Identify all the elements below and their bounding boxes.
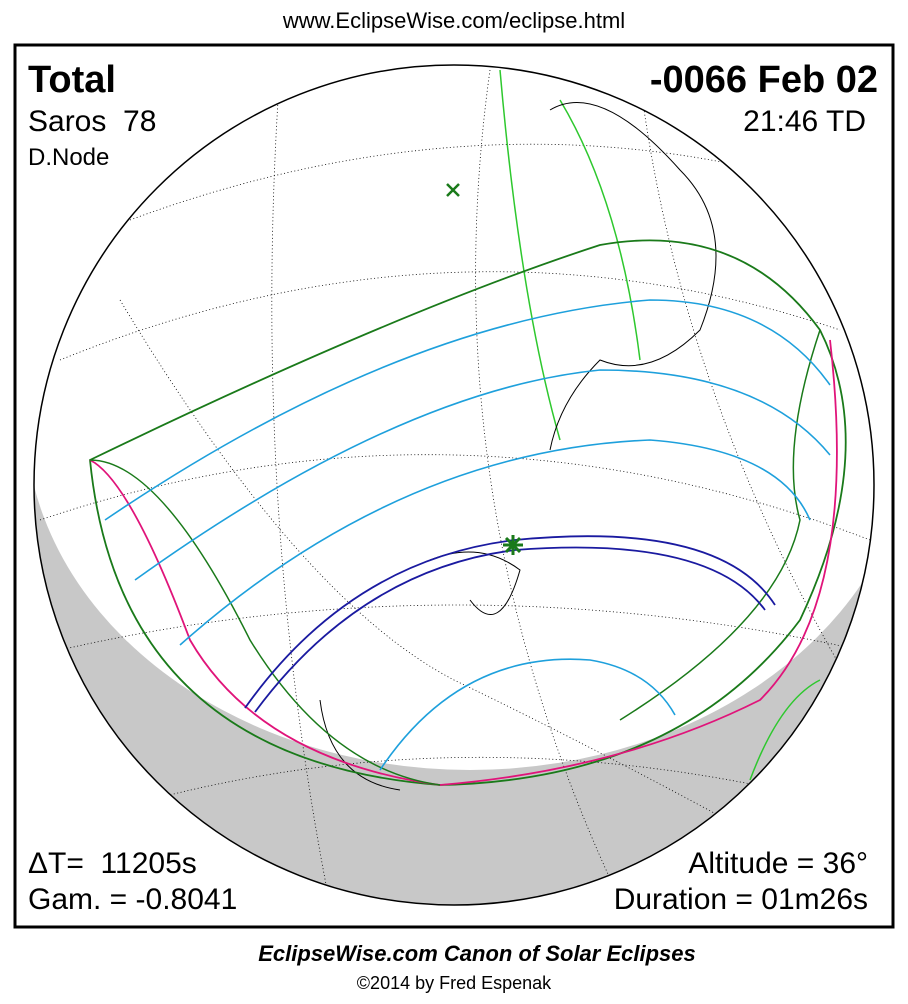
footer-copyright: ©2014 by Fred Espenak: [357, 973, 552, 993]
borders: [499, 69, 821, 781]
eclipse-date: -0066 Feb 02: [650, 59, 878, 101]
header-url: www.EclipseWise.com/eclipse.html: [282, 8, 625, 33]
duration: Duration = 01m26s: [614, 883, 868, 916]
gamma: Gam. = -0.8041: [28, 883, 237, 916]
node: D.Node: [28, 144, 109, 171]
graticule: [39, 69, 871, 905]
day-side: [34, 65, 874, 770]
path-of-totality: [244, 535, 776, 713]
greatest-eclipse-marker: [503, 535, 523, 555]
delta-t: ΔT= 11205s: [28, 847, 197, 880]
max-eclipse-curve: [89, 329, 821, 786]
footer-title: EclipseWise.com Canon of Solar Eclipses: [258, 941, 696, 966]
eclipse-type: Total: [28, 59, 116, 101]
altitude: Altitude = 36°: [688, 847, 868, 880]
subsolar-marker: [446, 183, 460, 197]
saros: Saros 78: [28, 105, 156, 138]
penumbra-limit: [89, 239, 847, 786]
eclipse-time: 21:46 TD: [743, 105, 866, 138]
globe-limb: [33, 64, 875, 906]
magnitude-lines: [104, 299, 831, 771]
rise-set-curve: [89, 339, 838, 786]
globe: [34, 65, 874, 905]
